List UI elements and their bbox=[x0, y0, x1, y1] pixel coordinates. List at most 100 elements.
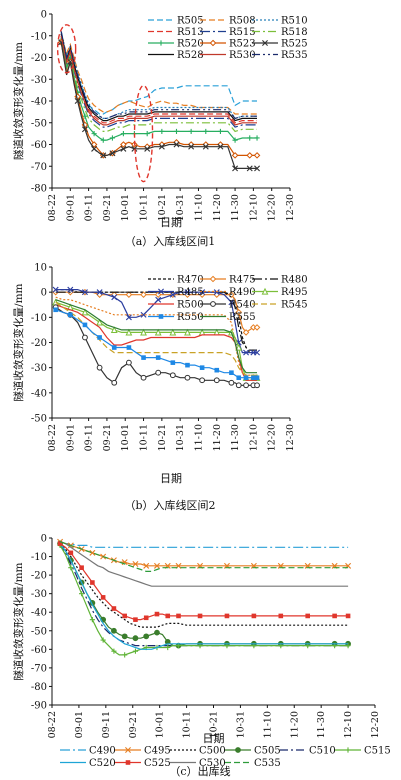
legend-label: C505 bbox=[254, 746, 281, 757]
data-point-R485 bbox=[254, 349, 261, 356]
y-tick-label: -40 bbox=[31, 388, 47, 399]
series-line-C535 bbox=[59, 541, 349, 572]
x-tick-label: 10-31 bbox=[175, 194, 186, 221]
legend: R505 R508 R510 R513 R515 R518 R520 R523 R525 R528… bbox=[148, 16, 308, 61]
data-point-R520 bbox=[188, 128, 194, 135]
x-axis-label: 日期 bbox=[160, 216, 182, 229]
legend-item-R490: R490 bbox=[200, 287, 256, 298]
data-point-R540 bbox=[184, 374, 191, 381]
legend-item-R508: R508 bbox=[200, 16, 256, 27]
x-tick-label: 12-20 bbox=[267, 424, 278, 451]
series-C535 bbox=[59, 541, 349, 572]
y-axis-label: 隧道收敛变形变化量/mm bbox=[12, 42, 25, 160]
x-tick-label: 10-21 bbox=[157, 194, 168, 221]
y-tick-label: -30 bbox=[31, 589, 47, 600]
x-tick-label: 12-30 bbox=[285, 424, 296, 451]
legend-item-R480: R480 bbox=[252, 275, 308, 286]
legend-item-C510: C510 bbox=[280, 746, 336, 757]
y-tick-label: -60 bbox=[31, 645, 47, 656]
legend-item-R535: R535 bbox=[252, 50, 308, 61]
legend-label: C500 bbox=[199, 746, 226, 757]
data-point-R540 bbox=[155, 369, 162, 376]
data-point-R550 bbox=[254, 375, 260, 381]
series-line-R530 bbox=[60, 35, 257, 126]
y-tick-label: -40 bbox=[31, 97, 47, 108]
data-point-R550 bbox=[126, 345, 132, 350]
data-point-R485 bbox=[111, 294, 118, 301]
data-point-R540 bbox=[199, 377, 206, 384]
y-tick-label: -70 bbox=[31, 162, 47, 173]
data-point-R520 bbox=[120, 131, 126, 137]
data-point-R550 bbox=[185, 362, 190, 368]
x-tick-label: 12-20 bbox=[370, 711, 381, 738]
series-line-C510 bbox=[59, 543, 349, 647]
data-point-R475 bbox=[235, 308, 243, 316]
legend-marker bbox=[210, 301, 216, 307]
data-point-R525 bbox=[74, 98, 81, 104]
data-point-R523 bbox=[120, 141, 127, 148]
data-point-R525 bbox=[202, 143, 209, 150]
legend-label: R508 bbox=[229, 16, 256, 27]
y-tick-label: -10 bbox=[31, 313, 47, 324]
data-point-R495 bbox=[184, 328, 191, 336]
legend-label: R495 bbox=[281, 287, 308, 298]
data-point-R540 bbox=[235, 382, 242, 389]
data-point-R495 bbox=[96, 318, 104, 326]
data-point-C515 bbox=[100, 637, 106, 643]
y-tick-label: -50 bbox=[31, 118, 47, 129]
legend-item-R523: R523 bbox=[200, 39, 256, 50]
legend-label: C530 bbox=[199, 758, 226, 769]
legend-item-R530: R530 bbox=[200, 50, 256, 61]
legend-item-R540: R540 bbox=[200, 300, 256, 311]
y-tick-label: -80 bbox=[31, 184, 47, 195]
series-C530 bbox=[59, 541, 349, 587]
y-tick-label: -80 bbox=[31, 682, 47, 693]
legend-item-R500: R500 bbox=[148, 300, 204, 311]
series-line-R513 bbox=[60, 35, 257, 124]
data-point-R520 bbox=[144, 131, 150, 137]
series-line-C490 bbox=[59, 541, 349, 548]
data-point-R540 bbox=[169, 372, 176, 379]
data-point-R540 bbox=[243, 382, 249, 389]
series-R550 bbox=[53, 307, 260, 381]
data-point-C515 bbox=[89, 617, 95, 623]
data-point-R540 bbox=[228, 379, 235, 386]
legend-item-R555: R555 bbox=[200, 312, 256, 323]
legend-label: C535 bbox=[254, 758, 281, 769]
data-point-C515 bbox=[165, 644, 171, 651]
data-point-C495 bbox=[153, 562, 160, 569]
legend-label: R518 bbox=[281, 27, 308, 38]
legend-item-R470: R470 bbox=[148, 275, 204, 286]
series-R470 bbox=[55, 289, 257, 354]
x-tick-label: 11-10 bbox=[193, 424, 204, 451]
data-point-R540 bbox=[82, 334, 88, 341]
x-tick-label: 11-30 bbox=[230, 194, 241, 221]
chart-caption: （c）出库线 bbox=[169, 764, 230, 778]
data-point-R495 bbox=[198, 328, 206, 336]
legend-item-R510: R510 bbox=[252, 16, 308, 27]
legend-marker bbox=[209, 275, 217, 283]
series-R510 bbox=[60, 33, 257, 120]
y-tick-label: 0 bbox=[41, 10, 47, 21]
legend-label: R520 bbox=[177, 39, 204, 50]
series-line-R550 bbox=[55, 309, 257, 379]
series-R508 bbox=[60, 35, 257, 115]
legend-label: R528 bbox=[177, 50, 204, 61]
data-point-R520 bbox=[100, 137, 106, 143]
data-point-R520 bbox=[173, 128, 180, 135]
series-R485 bbox=[52, 286, 261, 356]
x-tick-label: 11-20 bbox=[212, 424, 223, 451]
series-line-C515 bbox=[59, 545, 349, 656]
data-point-R525 bbox=[81, 126, 88, 133]
legend-item-C495: C495 bbox=[115, 746, 171, 757]
x-tick-label: 09-11 bbox=[84, 194, 95, 221]
data-point-C525 bbox=[332, 613, 337, 619]
chart-caption: （b）入库线区间2 bbox=[124, 498, 215, 512]
data-point-R523 bbox=[246, 152, 254, 159]
chart-caption: （a）入库线区间1 bbox=[125, 234, 216, 248]
legend-item-R520: R520 bbox=[148, 39, 204, 50]
data-point-R485 bbox=[199, 289, 206, 296]
series-C510 bbox=[59, 543, 349, 647]
legend-marker bbox=[125, 760, 131, 765]
